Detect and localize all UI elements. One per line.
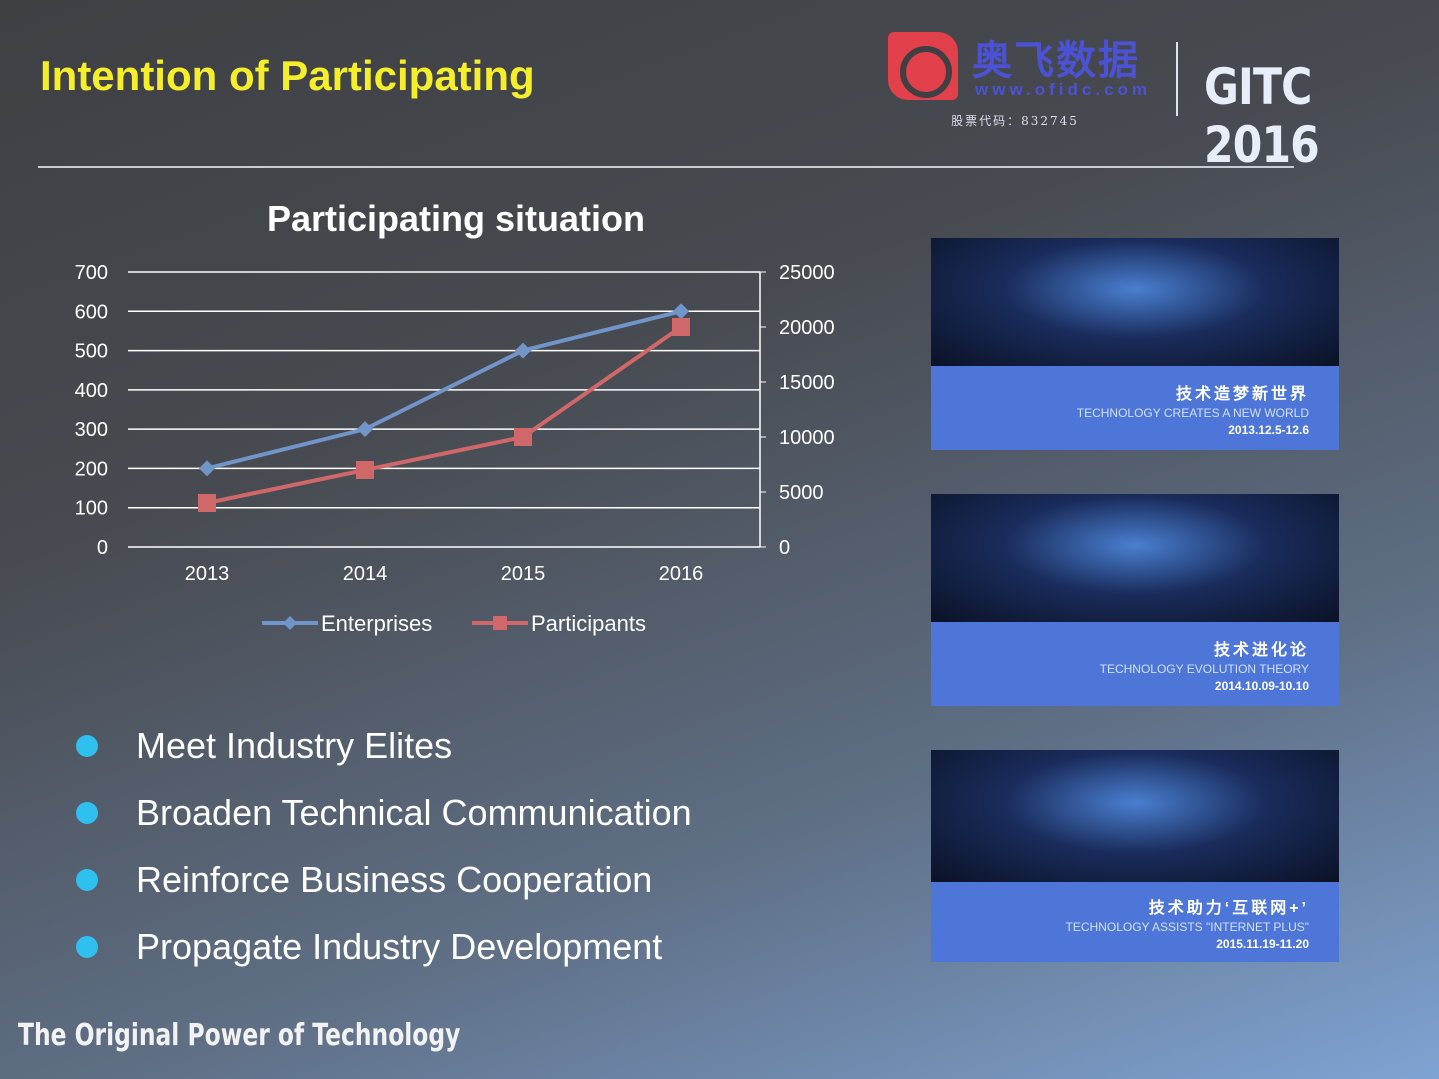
logo-url: www.ofidc.com: [975, 80, 1152, 99]
series-line-participants: [206, 325, 683, 505]
y-left-tick: 700: [75, 262, 108, 284]
bullet-item: Meet Industry Elites: [76, 712, 692, 779]
legend-marker-icon: [493, 616, 507, 630]
data-point: [514, 428, 532, 446]
photo-2014: 技术进化论 TECHNOLOGY EVOLUTION THEORY 2014.10.…: [931, 494, 1339, 706]
data-point: [515, 342, 531, 359]
stock-code: 股票代码：832745: [951, 114, 1079, 128]
data-point: [672, 318, 690, 336]
y-left-tick: 600: [75, 301, 108, 323]
stage-image: [931, 750, 1339, 882]
photo-cn: 技术造梦新世界: [1175, 386, 1309, 403]
y-left-tick: 200: [75, 458, 108, 480]
y-right-tick: 0: [779, 537, 790, 559]
bullet-text: Reinforce Business Cooperation: [136, 858, 653, 900]
series-line-enterprises: [206, 309, 682, 471]
x-tick: 2016: [659, 563, 704, 585]
slide-title: Intention of Participating: [40, 52, 535, 99]
photo-en: TECHNOLOGY CREATES A NEW WORLD: [1076, 406, 1309, 420]
data-point: [199, 460, 215, 477]
data-point: [356, 461, 374, 479]
y-left-tick: 0: [97, 537, 108, 559]
legend-label: Participants: [531, 611, 646, 636]
ofidc-logo-icon: [888, 32, 958, 100]
legend-label: Enterprises: [321, 611, 432, 636]
y-left-tick: 100: [75, 498, 108, 520]
legend-marker-icon: [283, 616, 297, 630]
y-left-tick: 500: [75, 341, 108, 363]
stage-image: [931, 494, 1339, 622]
data-point: [673, 303, 689, 320]
x-tick: 2013: [185, 563, 230, 585]
photo-cn: 技术助力‘互联网+’: [1148, 900, 1309, 917]
y-right-tick: 15000: [779, 372, 835, 394]
bullet-text: Meet Industry Elites: [136, 724, 453, 766]
photo-date: 2015.11.19-11.20: [1216, 937, 1309, 951]
photo-date: 2014.10.09-10.10: [1214, 679, 1309, 693]
logo-divider: [1176, 42, 1178, 116]
bullet-item: Propagate Industry Development: [76, 913, 692, 980]
photo-en: TECHNOLOGY EVOLUTION THEORY: [1099, 662, 1309, 676]
data-point: [198, 494, 216, 512]
y-right-tick: 5000: [779, 482, 824, 504]
photo-en: TECHNOLOGY ASSISTS "INTERNET PLUS": [1065, 920, 1309, 934]
photo-2013: 技术造梦新世界 TECHNOLOGY CREATES A NEW WORLD 201…: [931, 238, 1339, 450]
bullet-list: Meet Industry Elites Broaden Technical C…: [76, 712, 692, 980]
x-tick: 2015: [501, 563, 546, 585]
y-right-tick: 20000: [779, 317, 835, 339]
photo-2015: 技术助力‘互联网+’ TECHNOLOGY ASSISTS "INTERNET P…: [931, 750, 1339, 962]
line-chart: 0 100 200 300 400 500 600 700 0 5000 10000 15000 200…: [75, 262, 835, 636]
y-right-tick: 25000: [779, 262, 835, 284]
bullet-item: Broaden Technical Communication: [76, 779, 692, 846]
stage-image: [931, 238, 1339, 366]
chart-title: Participating situation: [266, 198, 646, 239]
data-point: [357, 421, 373, 438]
bullet-text: Broaden Technical Communication: [136, 791, 692, 833]
event-logo: GITC 2016: [1204, 58, 1320, 174]
footer-slogan: The Original Power of Technology: [18, 1018, 461, 1053]
photo-cn: 技术进化论: [1213, 642, 1309, 659]
photo-date: 2013.12.5-12.6: [1228, 423, 1309, 437]
bullet-dot-icon: [76, 734, 98, 757]
bullet-dot-icon: [76, 868, 98, 891]
x-tick: 2014: [343, 563, 388, 585]
y-right-tick: 10000: [779, 427, 835, 449]
y-left-tick: 400: [75, 380, 108, 402]
logo-cn: 奥飞数据: [972, 39, 1140, 83]
bullet-text: Propagate Industry Development: [136, 925, 663, 967]
bullet-item: Reinforce Business Cooperation: [76, 846, 692, 913]
bullet-dot-icon: [76, 801, 98, 824]
y-left-tick: 300: [75, 419, 108, 441]
bullet-dot-icon: [76, 935, 98, 958]
title-divider: [38, 166, 1294, 168]
